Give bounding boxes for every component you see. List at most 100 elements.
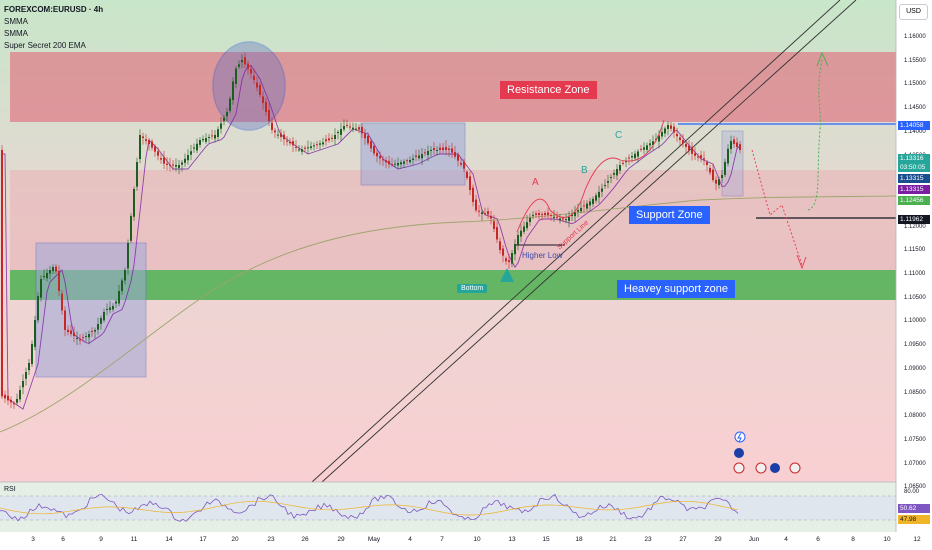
candle-body bbox=[82, 337, 84, 339]
candle-body bbox=[451, 148, 453, 153]
currency-button[interactable]: USD bbox=[899, 4, 928, 20]
candle-body bbox=[253, 75, 255, 80]
candle-body bbox=[217, 129, 219, 137]
bottom-arrow-icon bbox=[500, 268, 514, 282]
candle-body bbox=[100, 318, 102, 324]
candle-body bbox=[664, 128, 666, 134]
ema-200-line bbox=[0, 195, 897, 433]
candle-body bbox=[721, 175, 723, 179]
event-flag-us-icon-1[interactable] bbox=[733, 462, 745, 474]
candle-body bbox=[652, 141, 654, 145]
candle-body bbox=[724, 161, 726, 175]
candle-body bbox=[256, 82, 258, 88]
candle-body bbox=[616, 169, 618, 176]
candle-body bbox=[649, 143, 651, 146]
date-axis-label: 20 bbox=[231, 536, 239, 543]
date-axis-label: 15 bbox=[542, 536, 550, 543]
candle-body bbox=[340, 129, 342, 135]
candle-body bbox=[469, 176, 471, 190]
candle-body bbox=[43, 276, 45, 277]
candle-body bbox=[328, 138, 330, 141]
indicator-ema-200[interactable]: Super Secret 200 EMA bbox=[4, 41, 86, 50]
candle-body bbox=[388, 160, 390, 165]
candle-body bbox=[568, 216, 570, 221]
candle-body bbox=[148, 140, 150, 144]
candle-body bbox=[391, 164, 393, 166]
candle-body bbox=[676, 133, 678, 137]
date-axis-label: 3 bbox=[31, 536, 35, 543]
heavy-support-zone-box bbox=[10, 270, 896, 300]
candle-body bbox=[292, 141, 294, 146]
candle-body bbox=[13, 403, 15, 405]
bottom-label: Bottom bbox=[457, 284, 488, 293]
candle-body bbox=[493, 221, 495, 229]
candle-body bbox=[739, 144, 741, 150]
candle-body bbox=[583, 205, 585, 207]
black-level-price-tag: 1.11962 bbox=[898, 215, 930, 224]
event-earnings-icon-2[interactable] bbox=[770, 463, 780, 473]
candle-body bbox=[439, 147, 441, 150]
candle-body bbox=[19, 390, 21, 400]
abc-pattern-curve bbox=[516, 119, 665, 233]
candle-body bbox=[622, 162, 624, 164]
candle-body bbox=[604, 185, 606, 187]
event-flag-us-icon-2[interactable] bbox=[755, 462, 767, 474]
candle-body bbox=[310, 146, 312, 149]
resistance-zone-box bbox=[10, 52, 896, 122]
candle-body bbox=[130, 216, 132, 241]
candle-body bbox=[436, 150, 438, 151]
candle-body bbox=[580, 207, 582, 212]
candle-body bbox=[250, 68, 252, 74]
candle-body bbox=[382, 159, 384, 161]
candle-body bbox=[547, 212, 549, 215]
candle-body bbox=[127, 243, 129, 269]
candle-body bbox=[193, 147, 195, 149]
event-earnings-icon[interactable] bbox=[734, 448, 744, 458]
candle-body bbox=[316, 144, 318, 146]
date-axis-label: 29 bbox=[714, 536, 722, 543]
candle-body bbox=[619, 165, 621, 171]
candle-body bbox=[61, 293, 63, 311]
bearish-arrow-icon bbox=[796, 254, 807, 270]
date-axis-label: 10 bbox=[883, 536, 891, 543]
price-axis-label: 1.10500 bbox=[904, 294, 926, 301]
candle-body bbox=[400, 162, 402, 165]
candle-body bbox=[511, 253, 513, 264]
candle-body bbox=[559, 218, 561, 221]
candle-body bbox=[124, 270, 126, 281]
rsi-title[interactable]: RSI bbox=[4, 486, 16, 493]
candle-body bbox=[415, 155, 417, 157]
candle-body bbox=[514, 244, 516, 255]
price-axis-label: 1.15000 bbox=[904, 81, 926, 88]
symbol-title[interactable]: FOREXCOM:EURUSD · 4h bbox=[4, 5, 104, 14]
candle-body bbox=[463, 161, 465, 169]
candle-body bbox=[661, 131, 663, 137]
candle-body bbox=[637, 151, 639, 157]
candle-body bbox=[427, 151, 429, 155]
candle-body bbox=[487, 211, 489, 215]
candle-body bbox=[16, 399, 18, 403]
candle-body bbox=[508, 260, 510, 262]
candle-body bbox=[79, 339, 81, 341]
candle-body bbox=[667, 125, 669, 129]
candle-body bbox=[532, 215, 534, 216]
date-axis-label: May bbox=[367, 536, 381, 543]
event-lightning-icon[interactable] bbox=[734, 431, 746, 443]
indicator-smma-2[interactable]: SMMA bbox=[4, 29, 28, 38]
candle-body bbox=[457, 154, 459, 161]
candle-body bbox=[235, 68, 237, 84]
candle-body bbox=[169, 164, 171, 166]
candle-body bbox=[139, 135, 141, 160]
candle-body bbox=[691, 147, 693, 154]
point-a-label: A bbox=[532, 177, 539, 188]
date-axis-label: 21 bbox=[609, 536, 617, 543]
candle-body bbox=[607, 181, 609, 183]
candle-body bbox=[679, 137, 681, 140]
candle-body bbox=[154, 146, 156, 152]
indicator-smma-1[interactable]: SMMA bbox=[4, 17, 28, 26]
event-flag-us-icon-3[interactable] bbox=[789, 462, 801, 474]
candle-body bbox=[373, 146, 375, 154]
date-axis-label: 29 bbox=[337, 536, 345, 543]
point-b-label: B bbox=[581, 165, 588, 176]
